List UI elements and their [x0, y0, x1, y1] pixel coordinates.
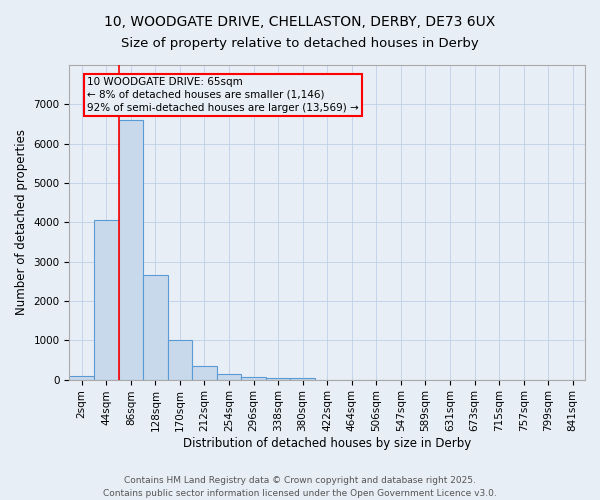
- Bar: [94, 220, 119, 380]
- Bar: [290, 378, 315, 380]
- Text: 10, WOODGATE DRIVE, CHELLASTON, DERBY, DE73 6UX: 10, WOODGATE DRIVE, CHELLASTON, DERBY, D…: [104, 15, 496, 29]
- Bar: [192, 366, 217, 380]
- Bar: [266, 378, 290, 380]
- Bar: [167, 340, 192, 380]
- X-axis label: Distribution of detached houses by size in Derby: Distribution of detached houses by size …: [183, 437, 472, 450]
- Bar: [143, 276, 167, 380]
- Bar: [70, 376, 94, 380]
- Text: Contains HM Land Registry data © Crown copyright and database right 2025.
Contai: Contains HM Land Registry data © Crown c…: [103, 476, 497, 498]
- Bar: [241, 377, 266, 380]
- Bar: [217, 374, 241, 380]
- Bar: [119, 120, 143, 380]
- Text: Size of property relative to detached houses in Derby: Size of property relative to detached ho…: [121, 38, 479, 51]
- Y-axis label: Number of detached properties: Number of detached properties: [15, 130, 28, 316]
- Text: 10 WOODGATE DRIVE: 65sqm
← 8% of detached houses are smaller (1,146)
92% of semi: 10 WOODGATE DRIVE: 65sqm ← 8% of detache…: [87, 77, 359, 113]
